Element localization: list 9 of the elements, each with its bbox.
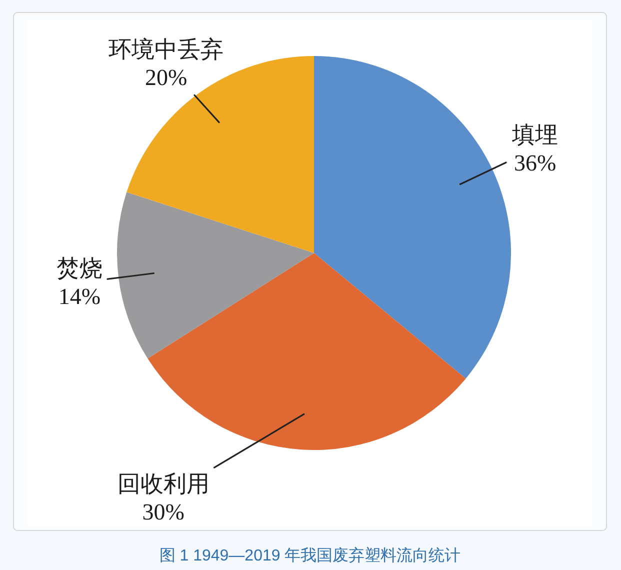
data-label: 36% [514, 150, 556, 176]
slice-label: 焚烧 [56, 256, 102, 282]
data-label: 30% [142, 499, 184, 524]
slice-label: 回收利用 [117, 471, 210, 496]
data-label: 14% [58, 284, 101, 310]
data-label: 20% [144, 65, 188, 90]
slice-label: 环境中丢弃 [108, 37, 224, 62]
text: 图 1 1949—2019 年我国废弃塑料流向统计 [159, 546, 461, 564]
slice-label: 填埋 [511, 122, 558, 148]
